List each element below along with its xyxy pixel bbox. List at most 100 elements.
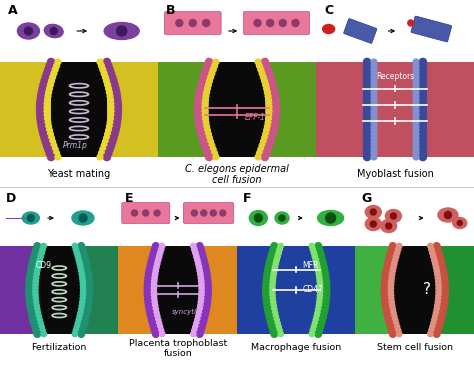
Circle shape <box>196 331 203 337</box>
Circle shape <box>434 246 441 253</box>
Circle shape <box>80 296 85 301</box>
Circle shape <box>371 97 377 103</box>
Text: EFF-1: EFF-1 <box>245 113 266 121</box>
Circle shape <box>103 153 110 160</box>
Circle shape <box>408 20 414 26</box>
Circle shape <box>318 286 323 291</box>
Circle shape <box>322 302 328 309</box>
Circle shape <box>267 316 273 323</box>
Circle shape <box>371 143 377 148</box>
Circle shape <box>40 247 46 252</box>
Circle shape <box>201 257 207 263</box>
Circle shape <box>30 257 36 263</box>
Circle shape <box>270 286 275 291</box>
Circle shape <box>198 303 203 308</box>
Circle shape <box>259 71 265 76</box>
Circle shape <box>34 243 41 250</box>
Circle shape <box>191 210 197 216</box>
Circle shape <box>419 93 427 100</box>
Circle shape <box>271 300 276 305</box>
Circle shape <box>195 112 202 119</box>
Circle shape <box>264 267 271 274</box>
Circle shape <box>364 112 371 119</box>
Circle shape <box>435 272 440 277</box>
Circle shape <box>204 274 210 281</box>
Circle shape <box>30 316 36 323</box>
Circle shape <box>272 265 278 270</box>
Circle shape <box>151 293 157 298</box>
Circle shape <box>413 86 419 92</box>
Circle shape <box>381 289 388 295</box>
Circle shape <box>419 131 427 138</box>
Circle shape <box>27 267 34 274</box>
Circle shape <box>419 123 427 130</box>
Circle shape <box>176 20 183 26</box>
Circle shape <box>145 296 151 302</box>
Circle shape <box>436 286 441 291</box>
Circle shape <box>266 112 272 118</box>
Circle shape <box>79 268 84 273</box>
Circle shape <box>108 112 114 118</box>
Circle shape <box>203 66 210 73</box>
Circle shape <box>266 260 273 267</box>
Text: Prm1p: Prm1p <box>63 141 88 150</box>
Text: G: G <box>362 191 372 205</box>
Circle shape <box>266 313 273 320</box>
Bar <box>265 62 316 157</box>
Circle shape <box>364 146 371 153</box>
Circle shape <box>202 97 209 103</box>
Circle shape <box>34 303 39 308</box>
Circle shape <box>213 154 219 160</box>
Circle shape <box>45 97 50 103</box>
Circle shape <box>436 323 442 330</box>
Circle shape <box>263 278 270 284</box>
Circle shape <box>196 243 203 250</box>
Circle shape <box>389 296 394 301</box>
Circle shape <box>157 324 163 330</box>
Circle shape <box>36 261 41 266</box>
Circle shape <box>311 250 317 256</box>
Circle shape <box>144 289 151 295</box>
Circle shape <box>44 101 50 107</box>
Circle shape <box>261 74 266 80</box>
Circle shape <box>263 82 268 88</box>
Circle shape <box>28 309 35 316</box>
Circle shape <box>318 289 323 294</box>
Circle shape <box>371 124 377 130</box>
Circle shape <box>191 247 197 252</box>
Circle shape <box>106 66 113 73</box>
Circle shape <box>311 324 317 330</box>
Circle shape <box>382 296 388 302</box>
Circle shape <box>261 59 268 66</box>
Circle shape <box>80 293 86 298</box>
Circle shape <box>364 123 371 130</box>
Circle shape <box>371 150 377 156</box>
Circle shape <box>45 146 52 153</box>
Circle shape <box>440 267 447 274</box>
Circle shape <box>371 105 377 110</box>
Circle shape <box>364 100 371 107</box>
Circle shape <box>204 278 211 284</box>
Circle shape <box>78 265 83 270</box>
Circle shape <box>364 131 371 138</box>
Circle shape <box>203 302 210 309</box>
Circle shape <box>27 302 34 309</box>
Circle shape <box>457 220 462 226</box>
Circle shape <box>79 272 84 277</box>
Circle shape <box>107 124 112 130</box>
Circle shape <box>364 142 371 149</box>
Circle shape <box>272 307 277 312</box>
Circle shape <box>390 307 395 312</box>
Circle shape <box>413 63 419 69</box>
Circle shape <box>270 289 275 294</box>
Circle shape <box>371 78 377 84</box>
Circle shape <box>41 77 48 85</box>
Circle shape <box>203 120 209 126</box>
Circle shape <box>276 324 281 330</box>
Text: Receptors: Receptors <box>376 72 414 81</box>
Circle shape <box>39 324 44 330</box>
Circle shape <box>51 71 57 76</box>
Circle shape <box>27 299 33 306</box>
Circle shape <box>371 112 377 118</box>
Circle shape <box>195 257 200 263</box>
